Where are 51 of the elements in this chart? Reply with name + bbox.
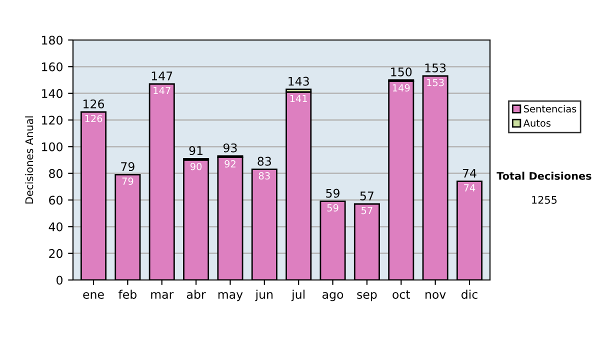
y-tick-label: 180 xyxy=(42,36,62,45)
data-label: 90 xyxy=(190,162,202,170)
x-tick-label: may xyxy=(218,292,243,302)
x-tick-label: jun xyxy=(255,290,273,302)
legend-label: Autos xyxy=(523,120,551,127)
y-tick-label: 60 xyxy=(49,196,62,205)
text: 1255 xyxy=(532,196,557,204)
x-tick-label: nov xyxy=(426,292,446,299)
data-label: 59 xyxy=(327,204,338,212)
y-tick-label: 120 xyxy=(42,116,62,125)
total-label: 126 xyxy=(84,99,104,108)
total-label: 93 xyxy=(223,143,237,152)
data-label: 149 xyxy=(392,84,410,92)
x-tick-label: ene xyxy=(83,292,104,299)
total-label: 91 xyxy=(189,146,202,156)
total-label: 57 xyxy=(360,192,374,200)
text: Total Decisiones xyxy=(496,172,592,180)
total-label: 74 xyxy=(462,168,476,178)
y-tick-label: 100 xyxy=(42,142,62,152)
y-tick-label: 80 xyxy=(49,169,62,178)
data-label: 92 xyxy=(224,160,236,168)
total-label: 147 xyxy=(152,72,172,80)
total-label: 143 xyxy=(288,76,309,86)
total-label: 83 xyxy=(258,156,271,166)
y-tick-label: 160 xyxy=(42,62,62,72)
x-tick-label: dic xyxy=(462,290,478,299)
data-label: 74 xyxy=(464,184,476,192)
x-tick-label: feb xyxy=(118,290,136,299)
y-tick-label: 40 xyxy=(48,222,62,232)
total-label: 153 xyxy=(425,63,446,72)
data-label: 153 xyxy=(427,78,444,86)
x-tick-label: abr xyxy=(186,290,206,299)
y-tick-label: 20 xyxy=(49,249,62,258)
x-tick-label: oct xyxy=(392,290,410,299)
y-tick-label: 140 xyxy=(42,89,62,98)
data-label: 141 xyxy=(290,94,307,102)
data-label: 57 xyxy=(362,206,372,214)
total-label: 150 xyxy=(391,67,412,76)
x-tick-label: ago xyxy=(322,292,344,302)
data-label: 83 xyxy=(258,172,270,180)
y-axis-title: Decisiones Anual xyxy=(25,116,34,204)
x-tick-label: sep xyxy=(357,292,377,302)
legend-label: Sentencias xyxy=(524,104,576,112)
y-tick-label: 0 xyxy=(56,276,62,285)
x-tick-label: mar xyxy=(151,292,174,299)
total-label: 59 xyxy=(326,188,340,198)
data-label: 147 xyxy=(154,86,170,94)
x-tick-label: jul xyxy=(291,290,305,302)
total-label: 79 xyxy=(121,162,134,172)
data-label: 126 xyxy=(85,114,102,122)
data-label: 79 xyxy=(122,178,134,185)
